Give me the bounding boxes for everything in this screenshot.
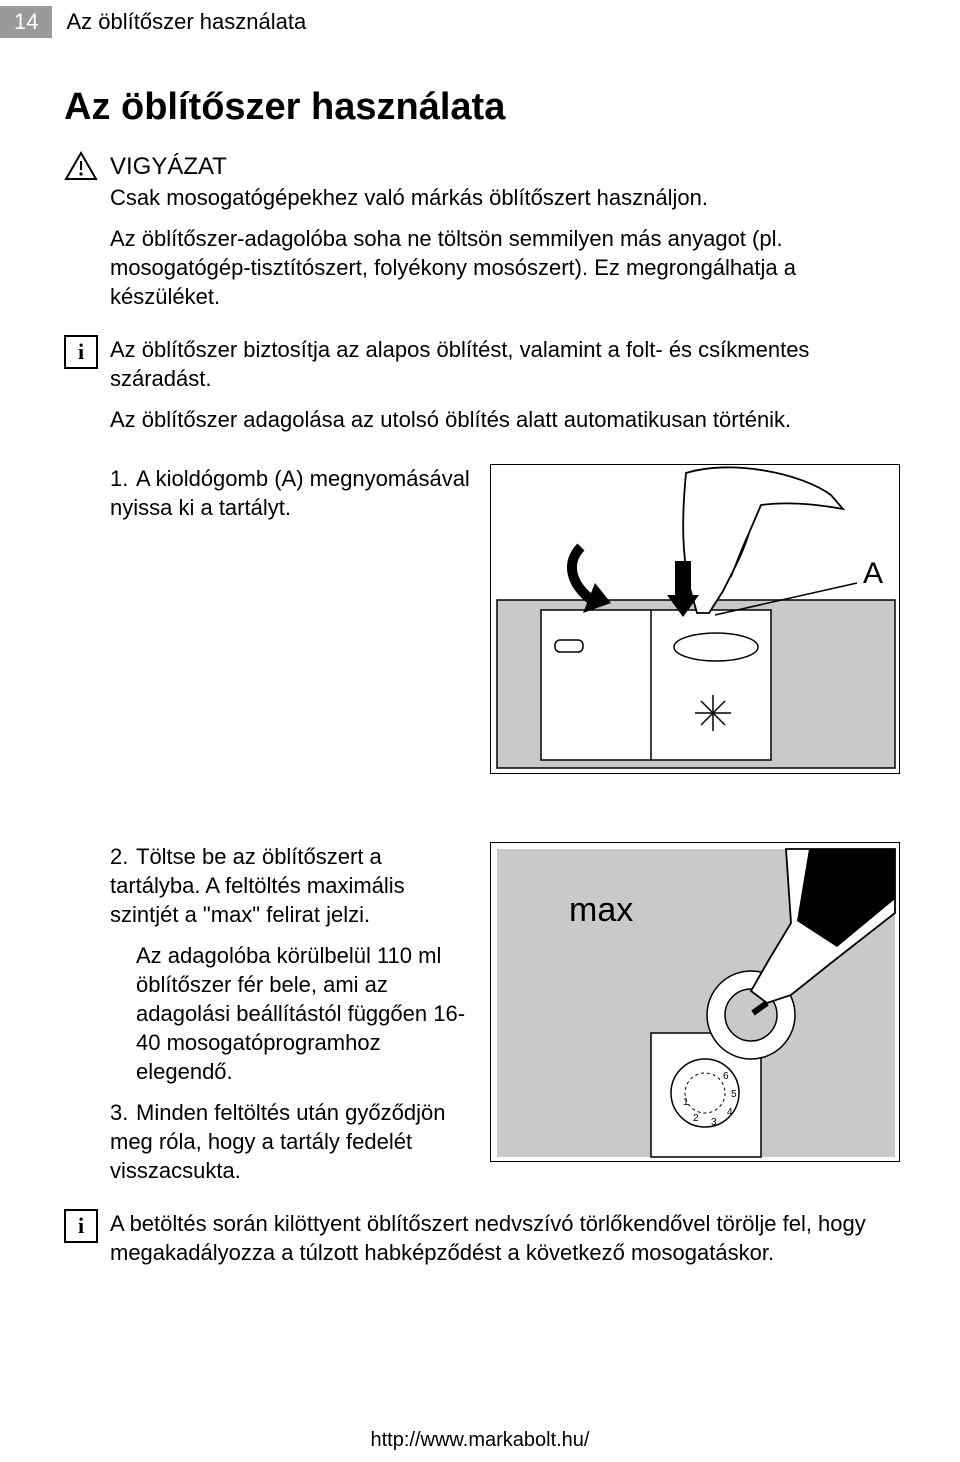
info1-para1: Az öblítőszer biztosítja az alapos öblít…: [110, 335, 896, 393]
svg-text:5: 5: [731, 1089, 737, 1100]
page-number: 14: [0, 6, 52, 38]
caution-text: VIGYÁZAT Csak mosogatógépekhez való márk…: [110, 151, 896, 323]
step2-num: 2.: [110, 842, 136, 871]
caution-icon-col: [64, 151, 110, 323]
svg-text:3: 3: [711, 1117, 717, 1128]
caution-block: VIGYÁZAT Csak mosogatógépekhez való márk…: [64, 151, 896, 323]
label-A: A: [863, 557, 883, 590]
step2-content-a: Töltse be az öblítőszert a tartályba. A …: [110, 844, 405, 927]
step1-num: 1.: [110, 464, 136, 493]
svg-text:1: 1: [683, 1097, 689, 1108]
info-block-2: i A betöltés során kilöttyent öblítőszer…: [64, 1209, 896, 1279]
step23-body: 2.Töltse be az öblítőszert a tartályba. …: [110, 836, 900, 1197]
step1-spacer: [64, 458, 110, 774]
step23-spacer: [64, 836, 110, 1197]
step3-content: Minden feltöltés után győződjön meg róla…: [110, 1100, 445, 1183]
step23-row: 2.Töltse be az öblítőszert a tartályba. …: [64, 836, 896, 1197]
diagram-step2: 6 5 4 3 2 1 max: [490, 842, 900, 1162]
step1-row: 1.A kioldógomb (A) megnyomásával nyissa …: [64, 458, 896, 774]
page-content: Az öblítőszer használata VIGYÁZAT Csak m…: [0, 38, 960, 1279]
svg-text:4: 4: [727, 1107, 733, 1118]
info1-text: Az öblítőszer biztosítja az alapos öblít…: [110, 335, 896, 446]
label-max: max: [569, 891, 633, 929]
main-heading: Az öblítőszer használata: [64, 86, 896, 129]
step23-text: 2.Töltse be az öblítőszert a tartályba. …: [110, 842, 490, 1197]
info2-para: A betöltés során kilöttyent öblítőszert …: [110, 1209, 896, 1267]
svg-text:2: 2: [693, 1113, 699, 1124]
info-icon-col: i: [64, 335, 110, 446]
step1-body: 1.A kioldógomb (A) megnyomásával nyissa …: [110, 458, 900, 774]
step1-content: A kioldógomb (A) megnyomásával nyissa ki…: [110, 466, 470, 520]
info-icon: i: [64, 335, 98, 369]
info1-para2: Az öblítőszer adagolása az utolsó öblíté…: [110, 405, 896, 434]
info2-icon-col: i: [64, 1209, 110, 1279]
caution-label: VIGYÁZAT: [110, 151, 896, 183]
caution-para1: Csak mosogatógépekhez való márkás öblítő…: [110, 183, 896, 212]
diagram-step1: A: [490, 464, 900, 774]
diagram2-col: 6 5 4 3 2 1 max: [490, 842, 900, 1197]
step2-para-a: 2.Töltse be az öblítőszert a tartályba. …: [110, 842, 472, 929]
diagram1-svg: A: [491, 465, 901, 775]
diagram2-svg: 6 5 4 3 2 1 max: [491, 843, 901, 1163]
page-header: 14 Az öblítőszer használata: [0, 0, 960, 38]
svg-text:6: 6: [723, 1071, 729, 1082]
info2-text: A betöltés során kilöttyent öblítőszert …: [110, 1209, 896, 1279]
caution-para2: Az öblítőszer-adagolóba soha ne töltsön …: [110, 224, 896, 311]
running-title: Az öblítőszer használata: [66, 9, 306, 35]
step3-para: 3.Minden feltöltés után győződjön meg ró…: [110, 1098, 472, 1185]
diagram1-col: A: [490, 464, 900, 774]
step2-para-b: Az adagolóba körülbelül 110 ml öblítősze…: [110, 941, 472, 1086]
warning-triangle-icon: [64, 151, 98, 181]
step1-text: 1.A kioldógomb (A) megnyomásával nyissa …: [110, 464, 490, 774]
step3-num: 3.: [110, 1098, 136, 1127]
info-block-1: i Az öblítőszer biztosítja az alapos öbl…: [64, 335, 896, 446]
info-icon-2: i: [64, 1209, 98, 1243]
footer-url: http://www.markabolt.hu/: [0, 1429, 960, 1452]
